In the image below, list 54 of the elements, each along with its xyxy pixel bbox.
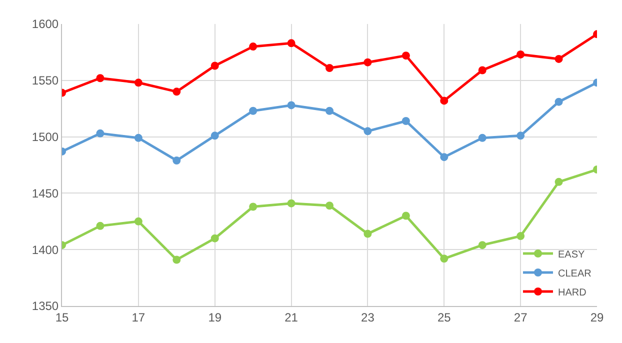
point [326, 202, 334, 210]
x-tick-label: 21 [284, 310, 298, 324]
point [554, 178, 563, 186]
legend-label: CLEAR [558, 268, 592, 280]
point [172, 256, 181, 264]
point [516, 50, 525, 58]
point [516, 132, 525, 140]
point [402, 117, 410, 126]
y-tick-label: 1450 [32, 186, 59, 200]
point [287, 101, 296, 110]
point [364, 230, 372, 238]
point [287, 39, 296, 48]
x-tick-label: 27 [514, 310, 528, 324]
y-tick-label: 1600 [32, 17, 59, 32]
point [96, 222, 104, 230]
point [134, 217, 142, 226]
point [554, 54, 563, 63]
point [478, 241, 486, 250]
y-tick-label: 1400 [32, 242, 59, 257]
x-tick-label: 23 [361, 310, 375, 324]
point [210, 62, 219, 70]
point [440, 254, 448, 263]
point [402, 52, 410, 60]
point [440, 153, 448, 162]
legend-label: EASY [558, 249, 586, 260]
point [554, 98, 563, 106]
point [134, 78, 142, 87]
point [402, 212, 410, 220]
point [172, 156, 181, 164]
x-tick-label: 17 [132, 310, 146, 324]
x-tick-label: 25 [437, 310, 452, 324]
point [172, 88, 181, 96]
point [478, 134, 486, 142]
point [249, 106, 258, 115]
legend-label: HARD [558, 287, 586, 298]
point [210, 234, 219, 242]
point [96, 129, 104, 138]
point [134, 134, 142, 142]
point [364, 127, 372, 136]
y-tick-label: 1550 [32, 74, 59, 88]
point [326, 64, 334, 72]
y-tick-label: 1500 [32, 130, 59, 144]
point [249, 42, 258, 51]
point [287, 199, 296, 208]
point [440, 96, 448, 105]
point [326, 106, 334, 115]
point [249, 202, 258, 211]
point [96, 74, 104, 82]
x-tick-label: 29 [590, 310, 604, 324]
x-tick-label: 19 [208, 310, 222, 324]
point [516, 232, 525, 240]
point [210, 132, 219, 140]
point [364, 58, 372, 66]
point [478, 66, 486, 74]
